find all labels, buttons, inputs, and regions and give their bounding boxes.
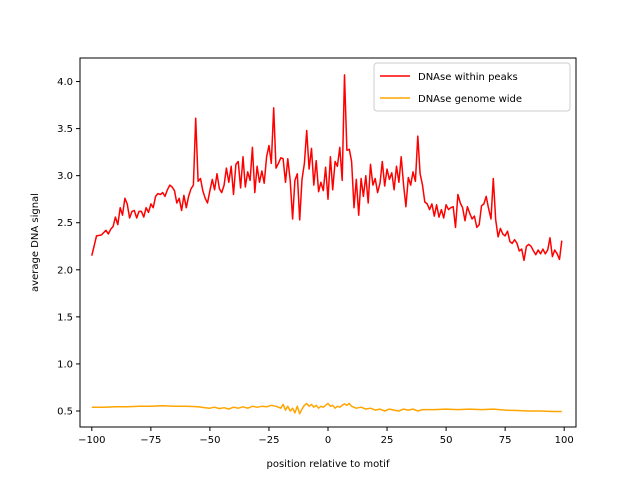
- legend-label-genome-wide: DNAse genome wide: [418, 94, 522, 105]
- x-tick-label: −50: [199, 435, 220, 446]
- y-axis-ticks: 0.5 1.0 1.5 2.0 2.5 3.0 3.5 4.0: [57, 77, 80, 417]
- y-tick-label: 3.0: [57, 171, 73, 182]
- x-tick-label: −25: [258, 435, 279, 446]
- series-layer: [91, 74, 563, 415]
- x-tick-label: −75: [140, 435, 161, 446]
- series-line-0: [91, 74, 563, 262]
- series-line-1: [91, 402, 562, 415]
- y-tick-label: 0.5: [57, 406, 73, 417]
- y-axis-label: average DNA signal: [30, 193, 41, 292]
- legend-label-within-peaks: DNAse within peaks: [418, 72, 518, 83]
- y-tick-label: 2.0: [57, 265, 73, 276]
- x-tick-label: −100: [78, 435, 105, 446]
- x-tick-label: 75: [499, 435, 512, 446]
- y-tick-label: 1.5: [57, 312, 73, 323]
- x-tick-label: 25: [381, 435, 394, 446]
- x-axis-ticks: −100 −75 −50 −25 0 25 50 75 100: [78, 427, 574, 446]
- y-tick-label: 2.5: [57, 218, 73, 229]
- x-tick-label: 50: [440, 435, 453, 446]
- x-axis-label: position relative to motif: [267, 459, 390, 470]
- legend: DNAse within peaks DNAse genome wide: [373, 62, 571, 112]
- legend-box: [373, 62, 571, 112]
- y-tick-label: 4.0: [57, 77, 73, 88]
- x-tick-label: 100: [555, 435, 574, 446]
- y-tick-label: 1.0: [57, 359, 73, 370]
- x-tick-label: 0: [325, 435, 331, 446]
- y-tick-label: 3.5: [57, 124, 73, 135]
